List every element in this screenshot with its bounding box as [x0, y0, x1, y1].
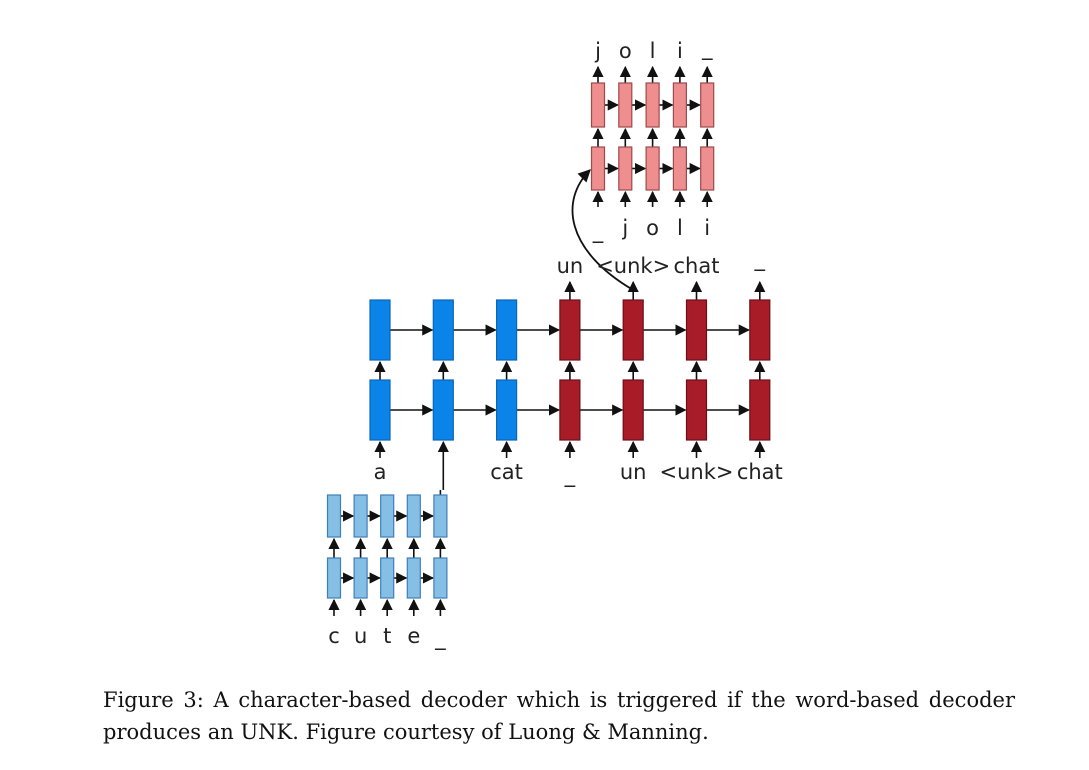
char-decoder-input-label: j: [621, 216, 628, 240]
char-encoder-cell-bottom: [406, 557, 421, 599]
word-input-label: a: [374, 460, 387, 484]
unk-trigger-arrow: [571, 169, 634, 291]
word-input-label: chat: [737, 460, 783, 484]
decoder-cell-top: [685, 299, 708, 361]
char-encoder-cell-bottom: [433, 557, 448, 599]
char-encoder-cell-bottom: [353, 557, 368, 599]
char-decoder-input-label: i: [704, 216, 710, 240]
encoder-cell-top: [369, 299, 391, 361]
encoder-cell-bottom: [432, 379, 454, 441]
char-decoder-output-label: _: [701, 36, 713, 61]
encoder-cell-top: [496, 299, 518, 361]
char-decoder-cell-top: [645, 82, 660, 128]
char-decoder-cell-bottom: [590, 146, 606, 191]
figure-caption-text: A character-based decoder which is trigg…: [103, 688, 1015, 744]
char-encoder-cell-top: [326, 494, 342, 538]
char-decoder-cell-bottom: [672, 146, 688, 191]
char-encoder-cell-top: [433, 494, 448, 538]
char-encoder-cell-bottom: [380, 557, 395, 599]
connector-layer: [328, 65, 766, 616]
figure-number: Figure 3:: [103, 688, 204, 712]
encoder-cell-bottom: [369, 379, 391, 441]
char-decoder-output-label: l: [650, 39, 656, 63]
char-encoder-cell-top: [380, 494, 395, 538]
char-decoder-output-label: j: [594, 39, 601, 63]
char-decoder-cell-top: [618, 82, 633, 128]
char-encoder-input-label: _: [434, 626, 446, 651]
word-input-label: _: [564, 463, 576, 488]
word-input-label: <unk>: [660, 460, 734, 484]
char-decoder-input-label: l: [677, 216, 683, 240]
char-decoder-cell-bottom: [618, 146, 633, 191]
char-encoder-cell-top: [353, 494, 368, 538]
decoder-cell-bottom: [559, 379, 581, 441]
decoder-cell-bottom: [749, 379, 771, 441]
word-output-label: un: [557, 254, 584, 278]
char-encoder-cell-top: [406, 494, 421, 538]
char-decoder-output-label: i: [677, 39, 683, 63]
decoder-cell-bottom: [622, 379, 644, 441]
char-decoder-output-label: o: [619, 39, 632, 63]
encoder-cell-top: [432, 299, 454, 361]
char-decoder-input-label: o: [646, 216, 659, 240]
char-encoder-cell-bottom: [326, 557, 342, 599]
word-output-label: <unk>: [596, 254, 670, 278]
word-input-label: un: [620, 460, 647, 484]
decoder-cell-top: [622, 299, 644, 361]
decoder-cell-top: [559, 299, 581, 361]
figure-caption: Figure 3: A character-based decoder whic…: [103, 684, 1015, 748]
char-decoder-cell-bottom: [645, 146, 660, 191]
char-encoder-input-label: t: [383, 624, 391, 648]
word-input-label: cat: [490, 460, 523, 484]
encoder-cell-bottom: [496, 379, 518, 441]
decoder-cell-top: [749, 299, 771, 361]
char-decoder-input-label: _: [592, 219, 604, 244]
word-output-label: _: [754, 247, 766, 272]
cell-layer: [326, 82, 771, 599]
word-output-label: chat: [674, 254, 720, 278]
char-encoder-input-label: u: [354, 624, 367, 648]
char-encoder-input-label: e: [407, 624, 420, 648]
char-decoder-cell-bottom: [700, 146, 715, 191]
char-decoder-cell-top: [590, 82, 606, 128]
char-decoder-cell-top: [700, 82, 715, 128]
char-encoder-input-label: c: [328, 624, 340, 648]
decoder-cell-bottom: [685, 379, 708, 441]
char-decoder-cell-top: [672, 82, 688, 128]
